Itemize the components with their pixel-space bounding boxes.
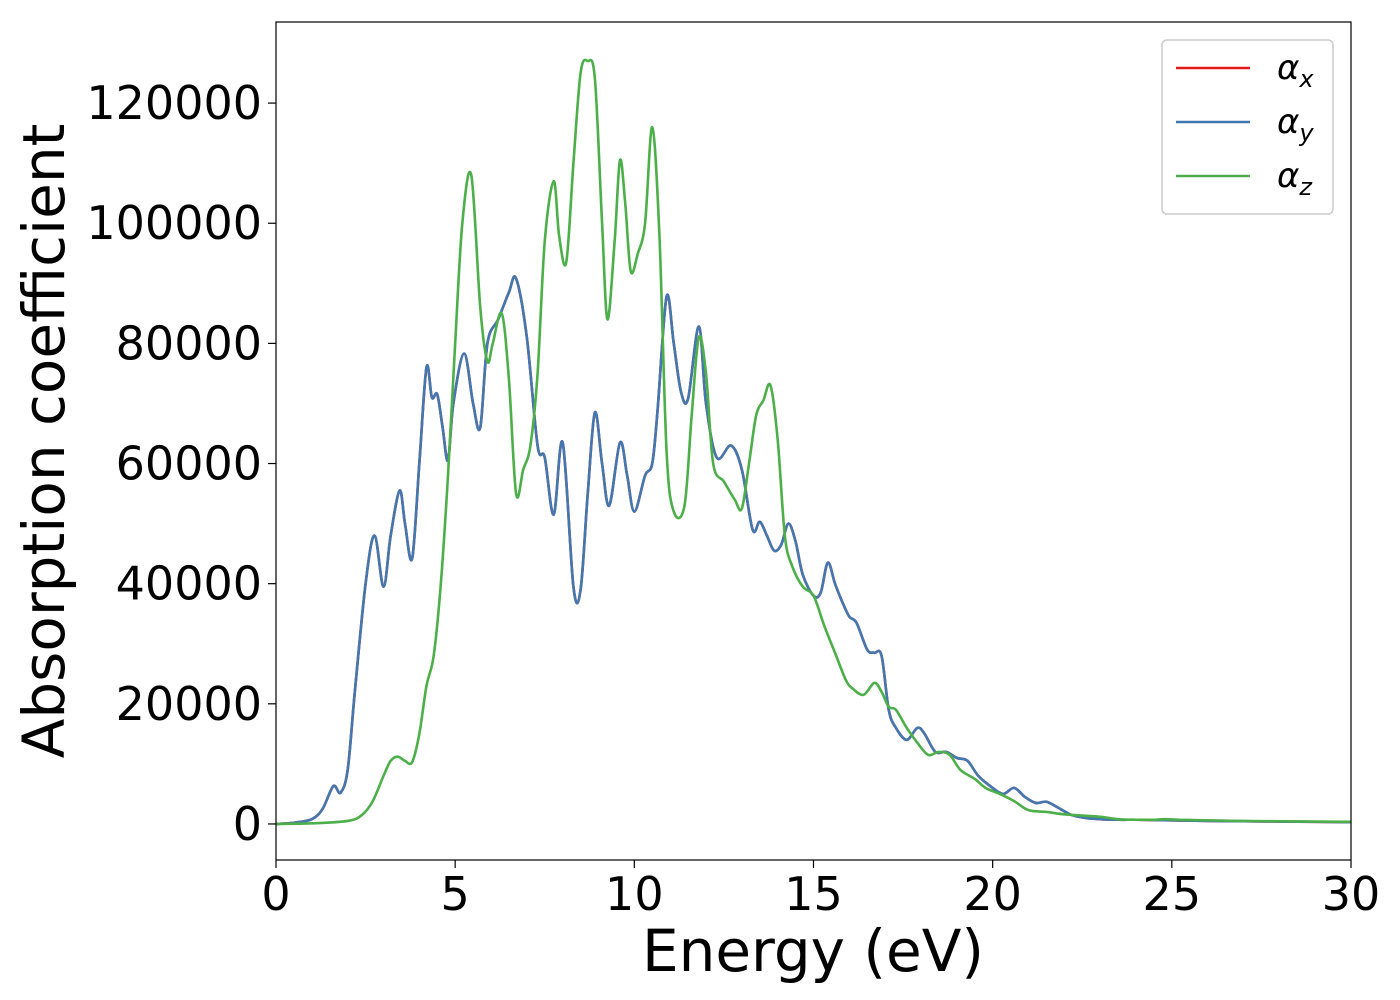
x-tick-label: 20 — [963, 867, 1022, 921]
series-line-y — [276, 275, 1351, 826]
y-tick-label: 0 — [233, 797, 262, 851]
y-tick-label: 20000 — [116, 677, 262, 731]
series-layer — [276, 58, 1351, 826]
legend-subscript: z — [1298, 173, 1313, 201]
x-axis-ticks: 0 5 10 15 20 25 30 — [261, 860, 1380, 921]
y-tick-label: 40000 — [116, 557, 262, 611]
y-axis-ticks: 0 20000 40000 60000 80000 100000 120000 — [86, 76, 276, 851]
legend-symbol: α — [1277, 156, 1299, 196]
y-tick-label: 100000 — [86, 196, 262, 250]
legend-subscript: y — [1298, 119, 1314, 147]
legend-label-y: αy — [1277, 102, 1314, 147]
x-tick-label: 0 — [261, 867, 290, 921]
series-line-z — [276, 58, 1351, 826]
y-axis-label: Absorption coefficient — [10, 124, 78, 759]
y-tick-label: 60000 — [116, 437, 262, 491]
y-tick-label: 80000 — [116, 316, 262, 370]
legend-label-x: αx — [1277, 48, 1314, 93]
legend-symbol: α — [1277, 48, 1299, 88]
x-tick-label: 30 — [1322, 867, 1381, 921]
legend-symbol: α — [1277, 102, 1299, 142]
x-tick-label: 25 — [1143, 867, 1202, 921]
x-tick-label: 10 — [605, 867, 664, 921]
legend-box — [1161, 39, 1334, 215]
legend-label-z: αz — [1277, 156, 1313, 201]
legend-subscript: x — [1298, 65, 1314, 93]
y-tick-label: 120000 — [86, 76, 262, 130]
x-tick-label: 5 — [441, 867, 470, 921]
x-axis-label: Energy (eV) — [642, 917, 984, 985]
x-tick-label: 15 — [784, 867, 843, 921]
